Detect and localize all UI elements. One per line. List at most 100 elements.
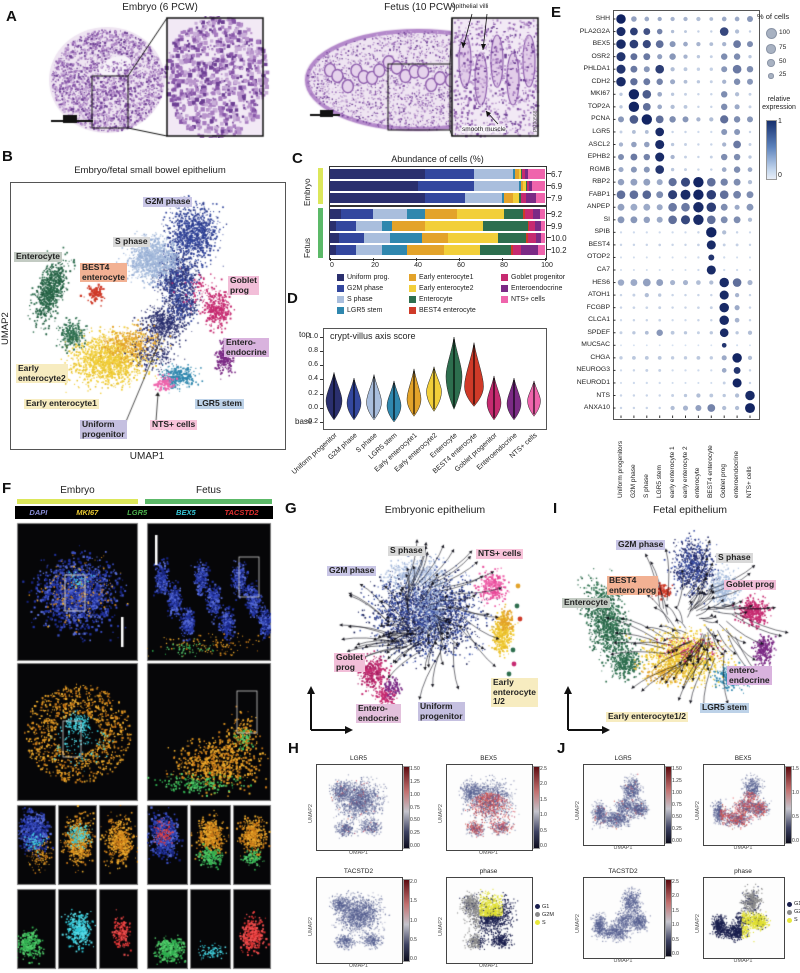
expression-dot [619,130,623,134]
expression-dot [696,331,700,335]
feature-plot-frame [703,877,785,959]
velocity-label-embryo: G2M phase [327,565,377,576]
expression-dot [632,406,636,410]
panel-c-title: Abundance of cells (%) [391,154,484,164]
expression-dot [709,280,714,285]
bar-segment [535,221,541,231]
bar-segment [525,193,537,203]
velocity-label-embryo: Entero- endocrine [356,703,401,723]
expression-dot [632,306,636,309]
colorbar-tick: 2.0 [410,879,417,885]
expression-dot [616,64,626,74]
expression-dot [682,405,689,411]
tick-mark [547,185,551,186]
expression-dot [628,101,640,113]
expression-dot [747,217,753,222]
feature-xlabel: UMAP1 [349,963,368,969]
expression-dot [719,27,729,36]
expression-dot [683,67,688,72]
feature-plot-canvas [705,879,782,956]
expression-dot [644,130,649,134]
colorbar-tick: 1.25 [672,778,682,784]
legend-item: NTS+ cells [501,296,545,303]
fetus-color-band [145,499,272,504]
expression-dot [747,167,753,172]
expression-dot [619,331,623,335]
phase-legend-dot [535,904,540,909]
colorbar-tick: 1.25 [410,778,420,785]
expression-dot [697,369,700,372]
fetus-group-frame [329,206,547,260]
feature-plot-title: phase [734,868,752,875]
feature-plot-title: LGR5 [614,755,632,762]
expression-dot [734,204,740,210]
bar-segment [338,233,365,243]
expression-dot [722,243,726,247]
expression-dot [719,277,729,288]
bar-segment [521,181,524,191]
umap-axis-arrows-g [307,686,353,734]
expression-dot [671,130,674,134]
bar-segment [540,221,545,231]
violin-plot [325,336,541,423]
umap-axis-arrows-i [564,686,610,734]
colorbar-tick: 0.00 [410,843,420,849]
expression-dot [709,117,714,122]
expression-dot [734,393,740,398]
expression-dot [710,381,713,384]
feature-xlabel: UMAP1 [479,963,498,969]
expression-dot [696,67,701,71]
tick-mark [547,249,551,250]
colorbar-tick: 0.0 [672,951,679,957]
tick-mark [547,225,551,226]
velocity-label-embryo: S phase [388,545,425,556]
expression-dot [697,130,700,134]
expression-dot [643,28,651,35]
expression-dot [656,78,663,85]
legend-item: Enterocyte [409,296,452,303]
colorbar-tick: 2.5 [540,766,547,772]
expression-dot [746,191,754,199]
marker-label-bex5: BEX5 [176,508,196,517]
expression-dot [669,53,676,60]
bar-segment [474,169,513,179]
expression-dot [733,178,741,186]
phase-legend-item: S [787,917,800,923]
tick-mark [547,213,551,214]
expression-dot [721,66,728,73]
expression-dot [642,89,652,99]
gene-label: NEUROD1 [576,378,610,386]
dotplot-column-label: NTS+ cells [746,466,753,498]
expression-dot [719,290,729,300]
legend-item: Early enterocyte1 [409,274,473,281]
gene-label: FABP1 [588,190,610,198]
age-tick-label: 6.9 [551,182,563,191]
x-tick-label: 20 [371,262,379,269]
expression-dot [670,330,675,335]
gene-label: ANXA10 [583,404,610,412]
feature-plot-frame [446,764,533,851]
expression-dot [658,406,661,410]
gene-label: SPIB [594,228,611,236]
legend-swatch [501,296,508,303]
x-tick-label: 80 [500,262,508,269]
expression-dot [643,203,651,211]
bar-segment [390,233,423,243]
colorbar-tick: 0.5 [792,814,799,820]
expression-dot [734,405,740,411]
expression-dot [618,116,624,123]
feature-ylabel: UMAP2 [695,914,701,933]
tick-mark [320,337,323,338]
panel-b-title: Embryo/fetal small bowel epithelium [74,165,226,176]
tick-mark [545,258,546,261]
tick-mark [320,407,323,409]
bar-segment [355,221,382,231]
tick-mark [459,258,460,261]
expression-dot [670,154,675,160]
gene-label: RGMB [589,165,610,173]
abundance-bar-row [330,233,545,243]
expression-dot [645,268,648,272]
expression-dot [670,356,675,360]
expression-dot [697,105,700,109]
bar-segment [501,193,505,203]
